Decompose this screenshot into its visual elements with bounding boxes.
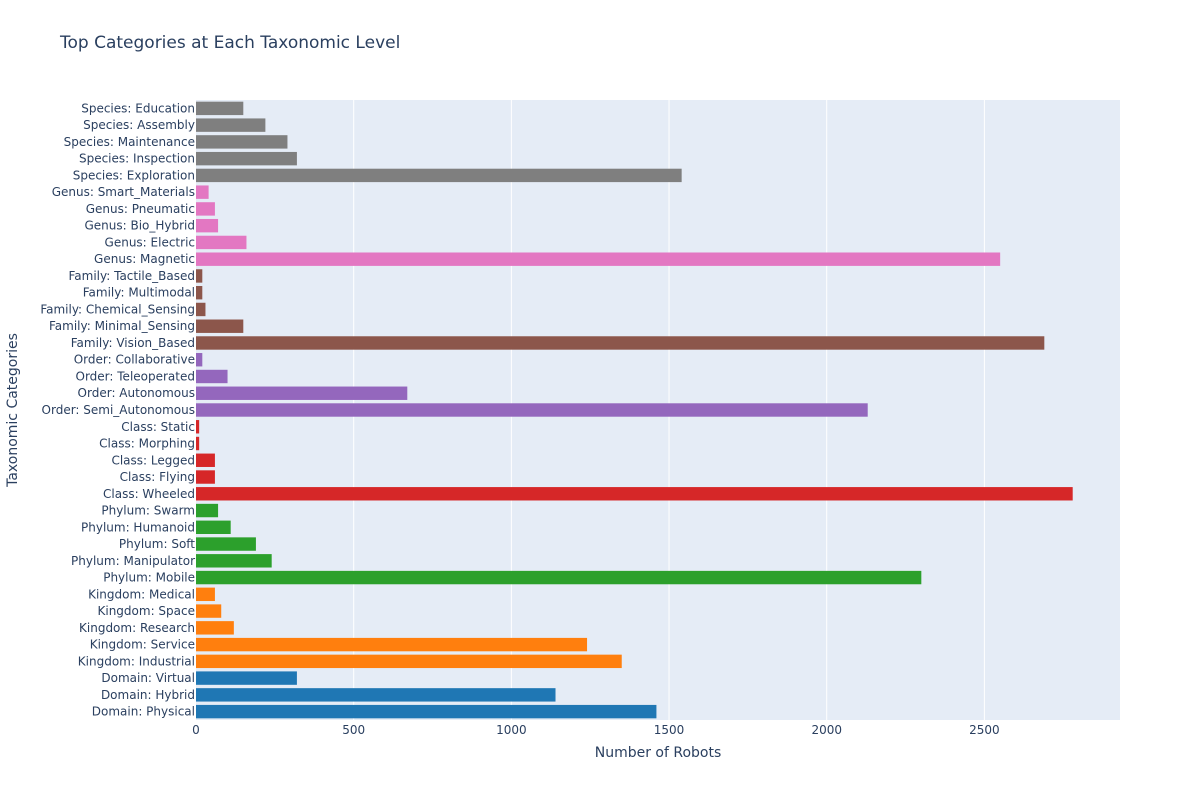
bar — [196, 135, 288, 149]
y-tick-label: Genus: Electric — [105, 235, 195, 249]
y-tick-label: Species: Education — [81, 101, 195, 115]
bar — [196, 503, 219, 518]
bar — [196, 671, 297, 685]
y-tick-label: Genus: Smart_Materials — [52, 185, 195, 199]
bar — [196, 688, 556, 702]
y-tick-label: Kingdom: Service — [90, 638, 195, 652]
y-tick-label: Genus: Magnetic — [94, 252, 195, 266]
y-tick-label: Order: Teleoperated — [76, 369, 195, 383]
y-tick-label: Order: Collaborative — [74, 353, 195, 367]
y-tick-label: Phylum: Mobile — [103, 571, 195, 585]
bar — [196, 336, 1045, 350]
y-tick-label: Domain: Virtual — [101, 671, 195, 685]
x-tick-labels: 0 500 1000 1500 2000 2500 — [192, 723, 999, 737]
y-tick-label: Genus: Pneumatic — [86, 202, 195, 216]
bar — [196, 118, 266, 132]
y-tick-label: Family: Tactile_Based — [69, 269, 196, 283]
y-tick-label: Species: Inspection — [79, 152, 195, 166]
bar — [196, 570, 922, 585]
y-tick-label: Class: Static — [121, 420, 195, 434]
y-tick-label: Order: Semi_Autonomous — [42, 403, 195, 417]
y-tick-labels: Domain: Physical Domain: Hybrid Domain: Vi… — [40, 101, 195, 718]
bar — [196, 101, 244, 116]
bar — [196, 587, 215, 602]
y-tick-label: Species: Assembly — [83, 118, 195, 132]
bar — [196, 420, 200, 434]
bar — [196, 218, 219, 233]
x-tick-label: 1000 — [496, 723, 527, 737]
bar — [196, 185, 209, 199]
bar — [196, 286, 203, 300]
y-tick-label: Phylum: Humanoid — [81, 520, 195, 534]
y-tick-label: Domain: Physical — [92, 705, 195, 719]
x-tick-label: 500 — [342, 723, 365, 737]
bar — [196, 470, 215, 484]
y-tick-label: Species: Maintenance — [64, 135, 195, 149]
x-tick-label: 2500 — [969, 723, 1000, 737]
bar — [196, 151, 297, 166]
y-tick-label: Domain: Hybrid — [101, 688, 195, 702]
x-axis-label: Number of Robots — [594, 745, 722, 761]
y-tick-label: Class: Wheeled — [103, 487, 195, 501]
y-tick-label: Family: Multimodal — [83, 286, 195, 300]
bar — [196, 604, 222, 618]
y-tick-label: Kingdom: Medical — [88, 587, 195, 601]
bars — [196, 101, 1073, 719]
bar — [196, 487, 1073, 501]
y-tick-label: Family: Minimal_Sensing — [49, 319, 195, 333]
y-tick-label: Class: Morphing — [99, 437, 195, 451]
y-tick-label: Family: Chemical_Sensing — [40, 302, 195, 316]
x-tick-label: 1500 — [654, 723, 685, 737]
y-tick-label: Kingdom: Research — [79, 621, 195, 635]
bar — [196, 202, 215, 216]
bar — [196, 168, 682, 183]
y-tick-label: Phylum: Manipulator — [71, 554, 195, 568]
y-tick-label: Species: Exploration — [73, 168, 195, 182]
bar — [196, 302, 206, 317]
bar — [196, 319, 244, 333]
bar — [196, 537, 256, 551]
bar — [196, 637, 588, 652]
bar — [196, 269, 203, 283]
bar — [196, 621, 234, 635]
bar — [196, 235, 247, 250]
y-tick-label: Genus: Bio_Hybrid — [84, 219, 195, 233]
bar — [196, 520, 231, 534]
y-tick-label: Phylum: Swarm — [101, 504, 195, 518]
y-tick-label: Order: Autonomous — [78, 386, 195, 400]
bar — [196, 436, 200, 451]
y-tick-label: Class: Legged — [111, 453, 195, 467]
chart-title: Top Categories at Each Taxonomic Level — [60, 33, 401, 53]
bar — [196, 252, 1001, 266]
y-tick-label: Family: Vision_Based — [71, 336, 195, 350]
y-tick-label: Class: Flying — [120, 470, 195, 484]
bar — [196, 369, 228, 384]
y-tick-label: Kingdom: Industrial — [78, 654, 195, 668]
bar — [196, 554, 272, 568]
y-tick-label: Phylum: Soft — [119, 537, 195, 551]
bar — [196, 353, 203, 367]
bar — [196, 403, 868, 417]
bar — [196, 386, 408, 400]
x-tick-label: 0 — [192, 723, 200, 737]
bar — [196, 654, 622, 669]
x-tick-label: 2000 — [811, 723, 842, 737]
bar — [196, 704, 657, 719]
y-tick-label: Kingdom: Space — [98, 604, 196, 618]
bar — [196, 453, 215, 467]
